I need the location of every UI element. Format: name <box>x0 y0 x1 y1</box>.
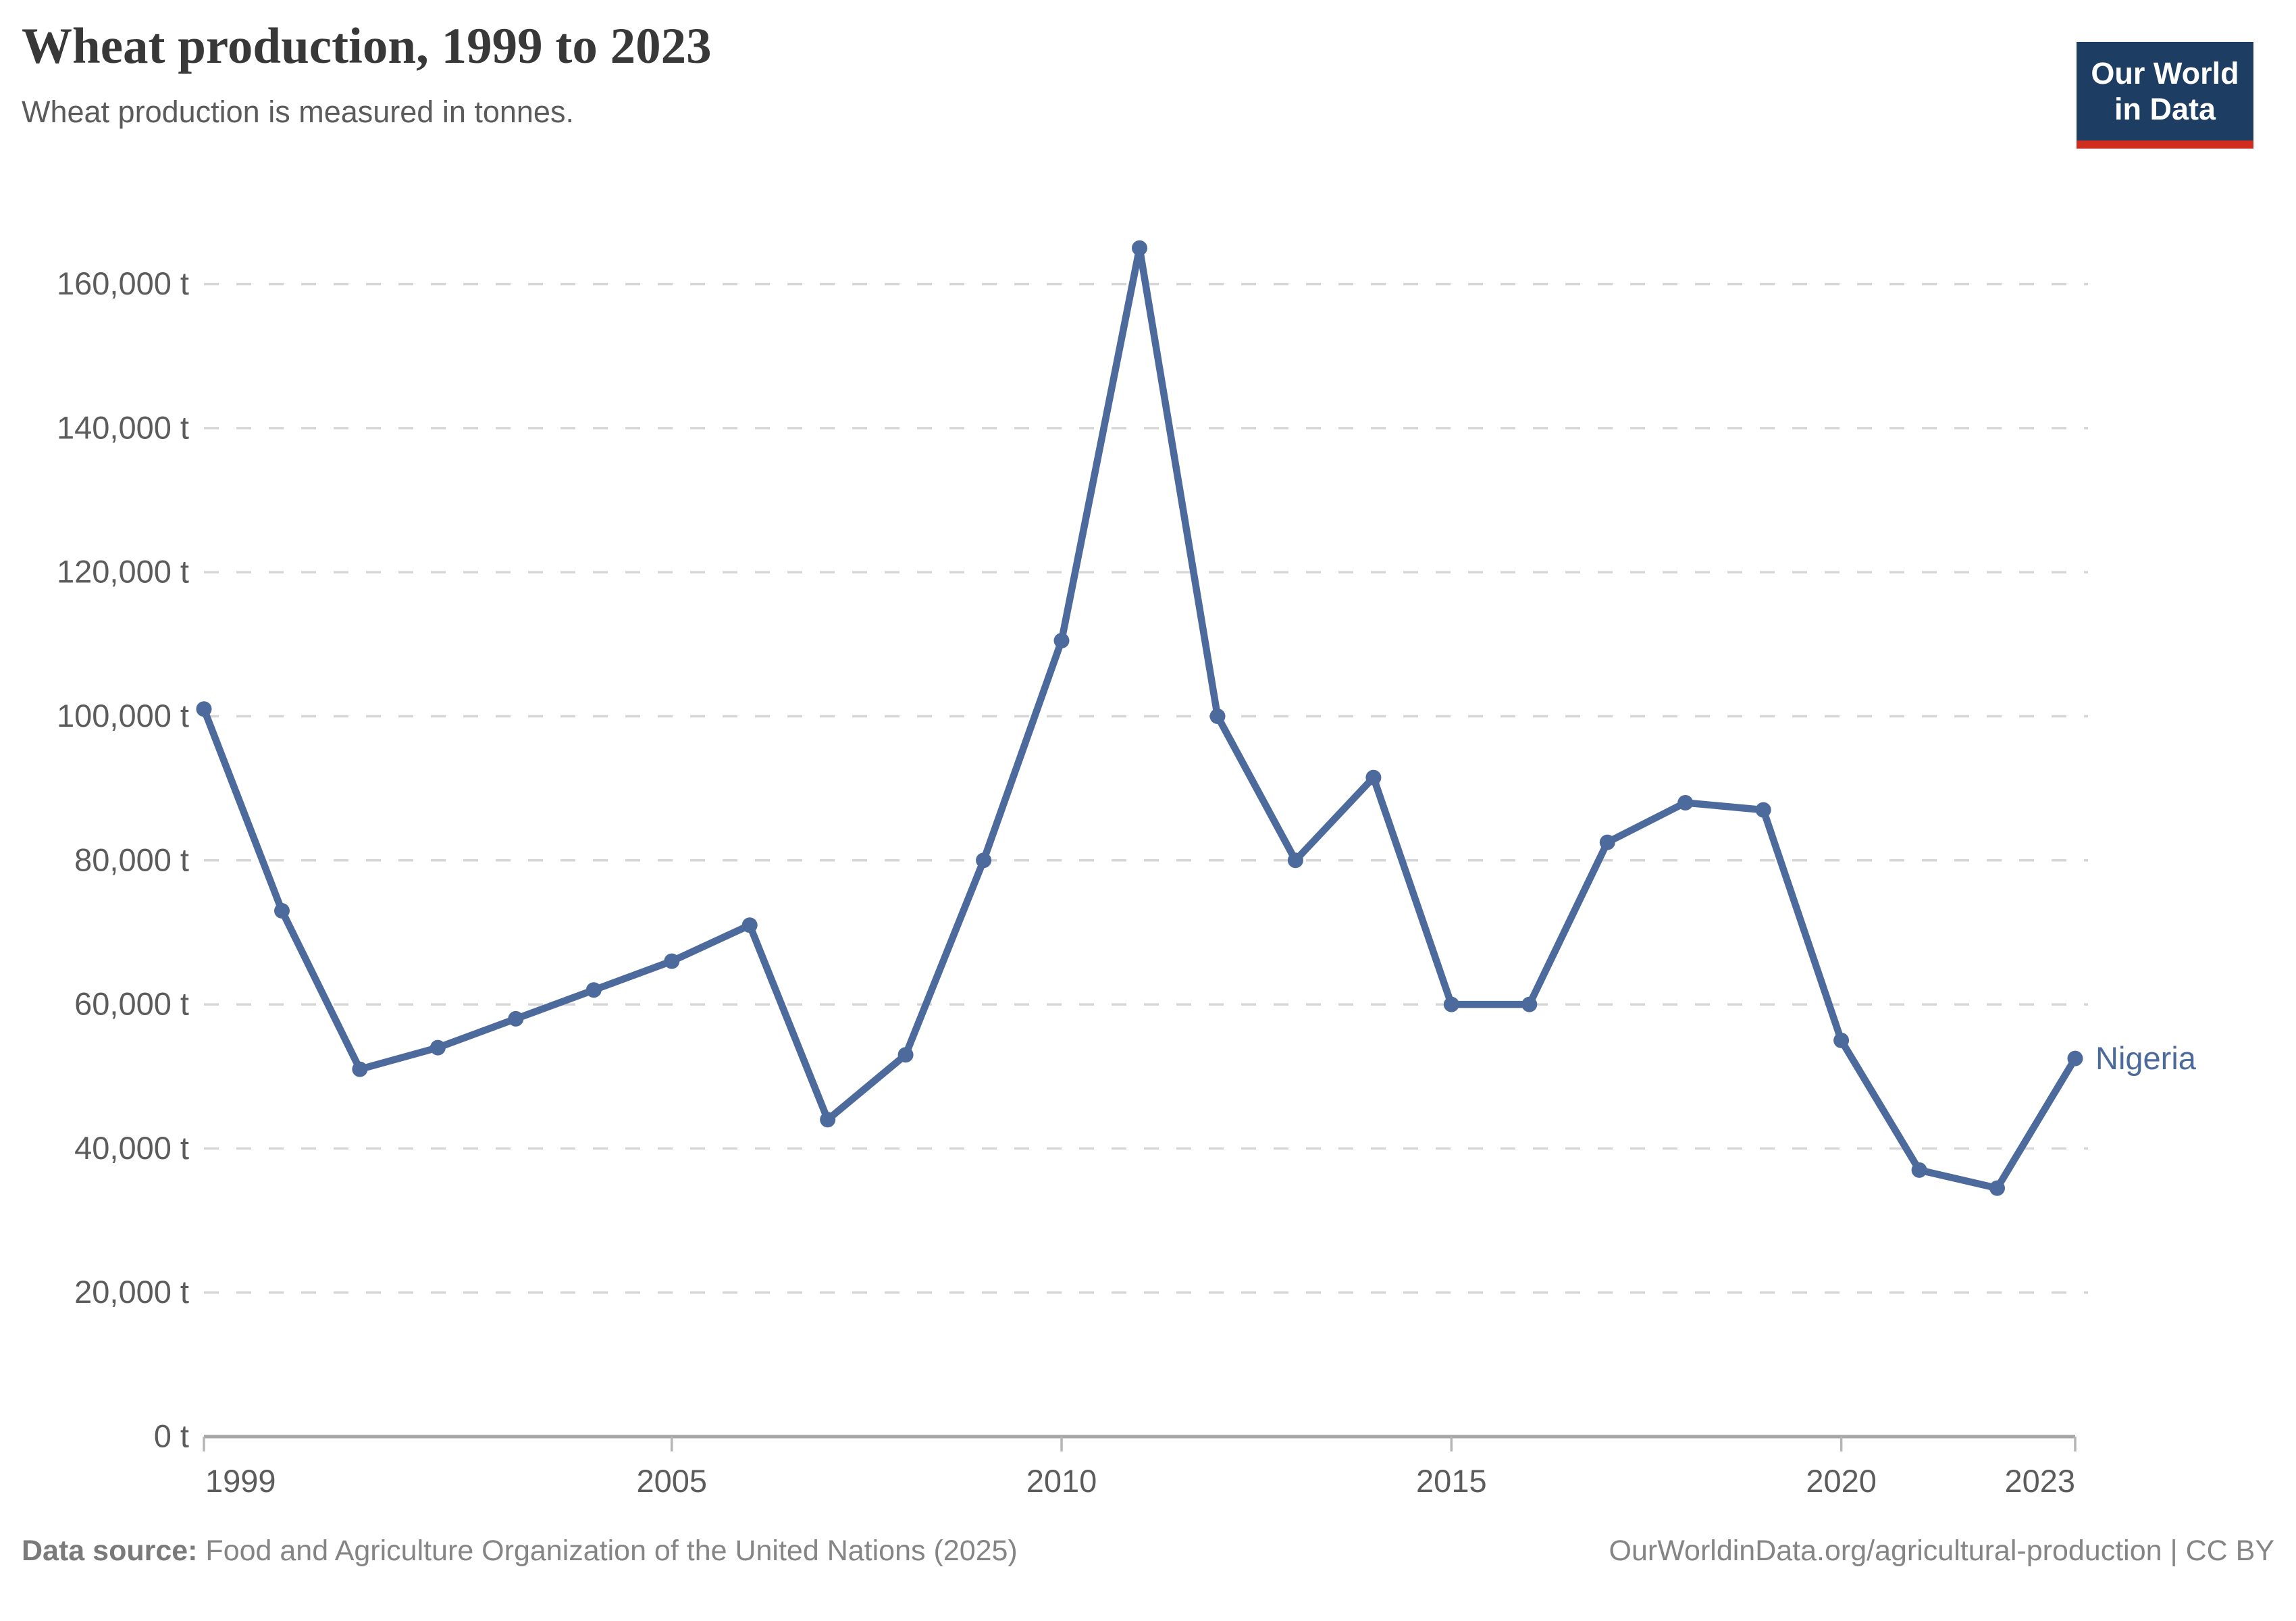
data-point <box>1287 852 1303 869</box>
data-point <box>1833 1032 1850 1048</box>
data-point <box>1677 795 1694 810</box>
owid-url-license[interactable]: OurWorldinData.org/agricultural-producti… <box>1609 1535 2274 1567</box>
data-point <box>976 852 992 869</box>
data-point <box>664 953 680 969</box>
data-series-group <box>196 240 2083 1196</box>
data-point <box>1599 834 1615 850</box>
y-tick-label: 100,000 t <box>57 698 189 734</box>
data-point <box>352 1061 368 1077</box>
owid-logo-red-bar <box>2077 140 2253 149</box>
owid-logo-line1: Our World <box>2091 55 2239 91</box>
data-point <box>196 701 212 717</box>
x-tick-label: 1999 <box>205 1463 276 1499</box>
x-tick-label: 2015 <box>1416 1463 1487 1499</box>
data-point <box>897 1047 914 1063</box>
data-point <box>585 982 602 998</box>
data-point <box>1053 633 1070 648</box>
data-point <box>1209 709 1226 724</box>
y-tick-label: 0 t <box>154 1418 189 1454</box>
series-label: Nigeria <box>2095 1040 2197 1076</box>
chart-footer: Data source: Food and Agriculture Organi… <box>22 1535 2274 1568</box>
data-point <box>820 1112 836 1128</box>
x-tick-label: 2020 <box>1806 1463 1877 1499</box>
data-source-note: Data source: Food and Agriculture Organi… <box>22 1535 1018 1568</box>
data-point <box>1443 996 1459 1012</box>
chart-header: Wheat production, 1999 to 2023 Wheat pro… <box>22 18 2053 130</box>
data-source-text: Food and Agriculture Organization of the… <box>197 1535 1018 1567</box>
y-tick-label: 140,000 t <box>57 409 189 445</box>
series-labels-group: Nigeria <box>2095 1040 2197 1076</box>
owid-logo: Our World in Data <box>2077 42 2253 149</box>
data-point <box>2067 1050 2083 1066</box>
data-source-label: Data source: <box>22 1535 198 1567</box>
data-point <box>741 917 758 933</box>
chart-subtitle: Wheat production is measured in tonnes. <box>22 94 574 129</box>
data-point <box>429 1039 446 1056</box>
data-line <box>200 245 2079 1192</box>
data-point <box>508 1010 524 1027</box>
y-tick-label: 120,000 t <box>57 554 189 590</box>
page-title: Wheat production, 1999 to 2023 <box>22 18 712 74</box>
y-tick-label: 40,000 t <box>74 1130 189 1166</box>
x-tick-label: 2010 <box>1026 1463 1097 1499</box>
owid-logo-line2: in Data <box>2114 92 2216 126</box>
gridlines-group <box>204 282 2088 1294</box>
data-point <box>1911 1162 1927 1178</box>
data-point <box>1755 802 1771 818</box>
data-point <box>1521 996 1538 1012</box>
y-tick-label: 80,000 t <box>74 842 189 877</box>
y-tick-label: 160,000 t <box>57 265 189 301</box>
y-axis-labels: 0 t 20,000 t 40,000 t 60,000 t 80,000 t 100,0… <box>57 265 189 1453</box>
data-point <box>1132 240 1147 256</box>
x-axis-group: 1999 2005 2010 2015 2020 2023 <box>203 1435 2077 1499</box>
data-point <box>1989 1180 2005 1196</box>
data-point <box>1365 769 1382 786</box>
x-tick-label: 2023 <box>2004 1463 2075 1499</box>
y-tick-label: 60,000 t <box>74 986 189 1022</box>
data-point <box>274 903 290 919</box>
y-tick-label: 20,000 t <box>74 1274 189 1310</box>
x-tick-label: 2005 <box>636 1463 707 1499</box>
